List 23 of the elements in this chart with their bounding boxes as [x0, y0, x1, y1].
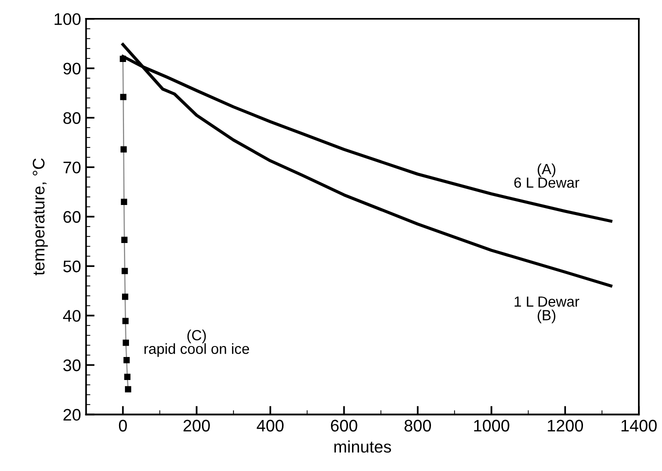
y-tick-label: 90: [63, 62, 81, 74]
annotation: 1 L Dewar (B): [514, 296, 580, 324]
annotation: (C) rapid cool on ice: [144, 330, 250, 357]
x-tick-label: 1200: [548, 420, 584, 432]
y-tick-label: 100: [54, 13, 81, 26]
x-tick-label: 200: [184, 420, 210, 432]
x-axis-title: minutes: [334, 440, 392, 453]
y-tick-label: 20: [64, 408, 81, 421]
y-tick-label: 40: [63, 310, 81, 322]
x-tick-label: 600: [330, 420, 358, 432]
x-tick-label: 1400: [622, 420, 657, 432]
y-tick-label: 70: [64, 162, 81, 174]
y-axis-title: temperature, °C: [32, 158, 48, 276]
x-tick-label: 1000: [474, 420, 510, 432]
y-tick-label: 80: [63, 112, 81, 124]
x-tick-label: 0: [118, 420, 127, 432]
y-tick-label: 50: [63, 260, 81, 272]
x-tick-label: 400: [256, 420, 284, 432]
x-tick-label: 800: [404, 420, 431, 432]
y-tick-label: 60: [64, 211, 81, 223]
annotation: (A) 6 L Dewar: [514, 164, 580, 188]
y-tick-label: 30: [63, 359, 81, 372]
line-series: [121, 43, 612, 288]
